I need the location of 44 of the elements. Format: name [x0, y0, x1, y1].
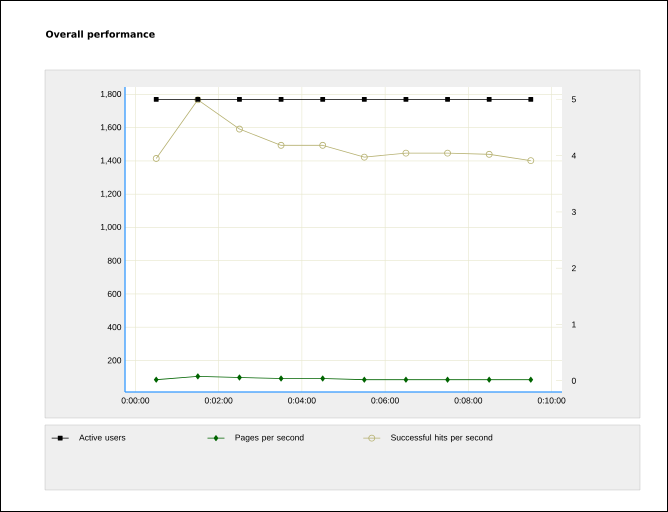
y-tick-label: 400	[108, 324, 122, 330]
y2-tick-label: 4	[572, 152, 576, 159]
y-tick-label: 600	[108, 290, 122, 297]
point	[236, 126, 243, 132]
x-tick-label: 0:00:00	[122, 398, 150, 404]
point	[320, 376, 326, 382]
x-tick-label: 0:02:00	[204, 398, 232, 404]
point	[278, 376, 284, 382]
x-tick-label: 0:10:00	[538, 398, 566, 404]
y-tick-label: 1,600	[100, 124, 122, 132]
point	[402, 150, 410, 157]
y2-tick-label: 3	[572, 208, 576, 215]
point	[486, 376, 492, 383]
y-tick-label: 1,400	[100, 157, 122, 164]
legend-label: Active users	[79, 434, 126, 441]
chart-title: Overall performance	[46, 30, 155, 40]
x-tick-label: 0:04:00	[288, 398, 316, 404]
y2-tick-label: 0	[572, 378, 576, 384]
y2-tick-label: 5	[572, 96, 576, 102]
legend-label: Pages per second	[236, 434, 304, 442]
y-tick-label: 1,800	[100, 90, 122, 98]
y-tick-label: 1,000	[100, 224, 122, 231]
point	[195, 373, 200, 380]
point	[319, 142, 326, 149]
y-tick-label: 200	[108, 357, 122, 364]
point	[360, 154, 368, 161]
point	[362, 376, 367, 383]
point	[152, 155, 160, 162]
point	[278, 142, 284, 149]
point	[404, 376, 408, 383]
x-tick-label: 0:08:00	[454, 398, 482, 404]
point	[445, 376, 450, 383]
y-tick-label: 800	[108, 258, 122, 264]
point	[528, 376, 534, 383]
x-tick-label: 0:06:00	[371, 398, 399, 404]
y2-tick-label: 2	[572, 265, 576, 272]
point	[527, 157, 534, 164]
point	[237, 374, 242, 381]
legend-label: Successful hits per second	[391, 434, 492, 442]
point	[154, 376, 159, 383]
point	[444, 150, 451, 157]
y2-tick-label: 1	[572, 322, 576, 328]
point	[486, 150, 493, 158]
y-tick-label: 1,200	[100, 190, 122, 198]
